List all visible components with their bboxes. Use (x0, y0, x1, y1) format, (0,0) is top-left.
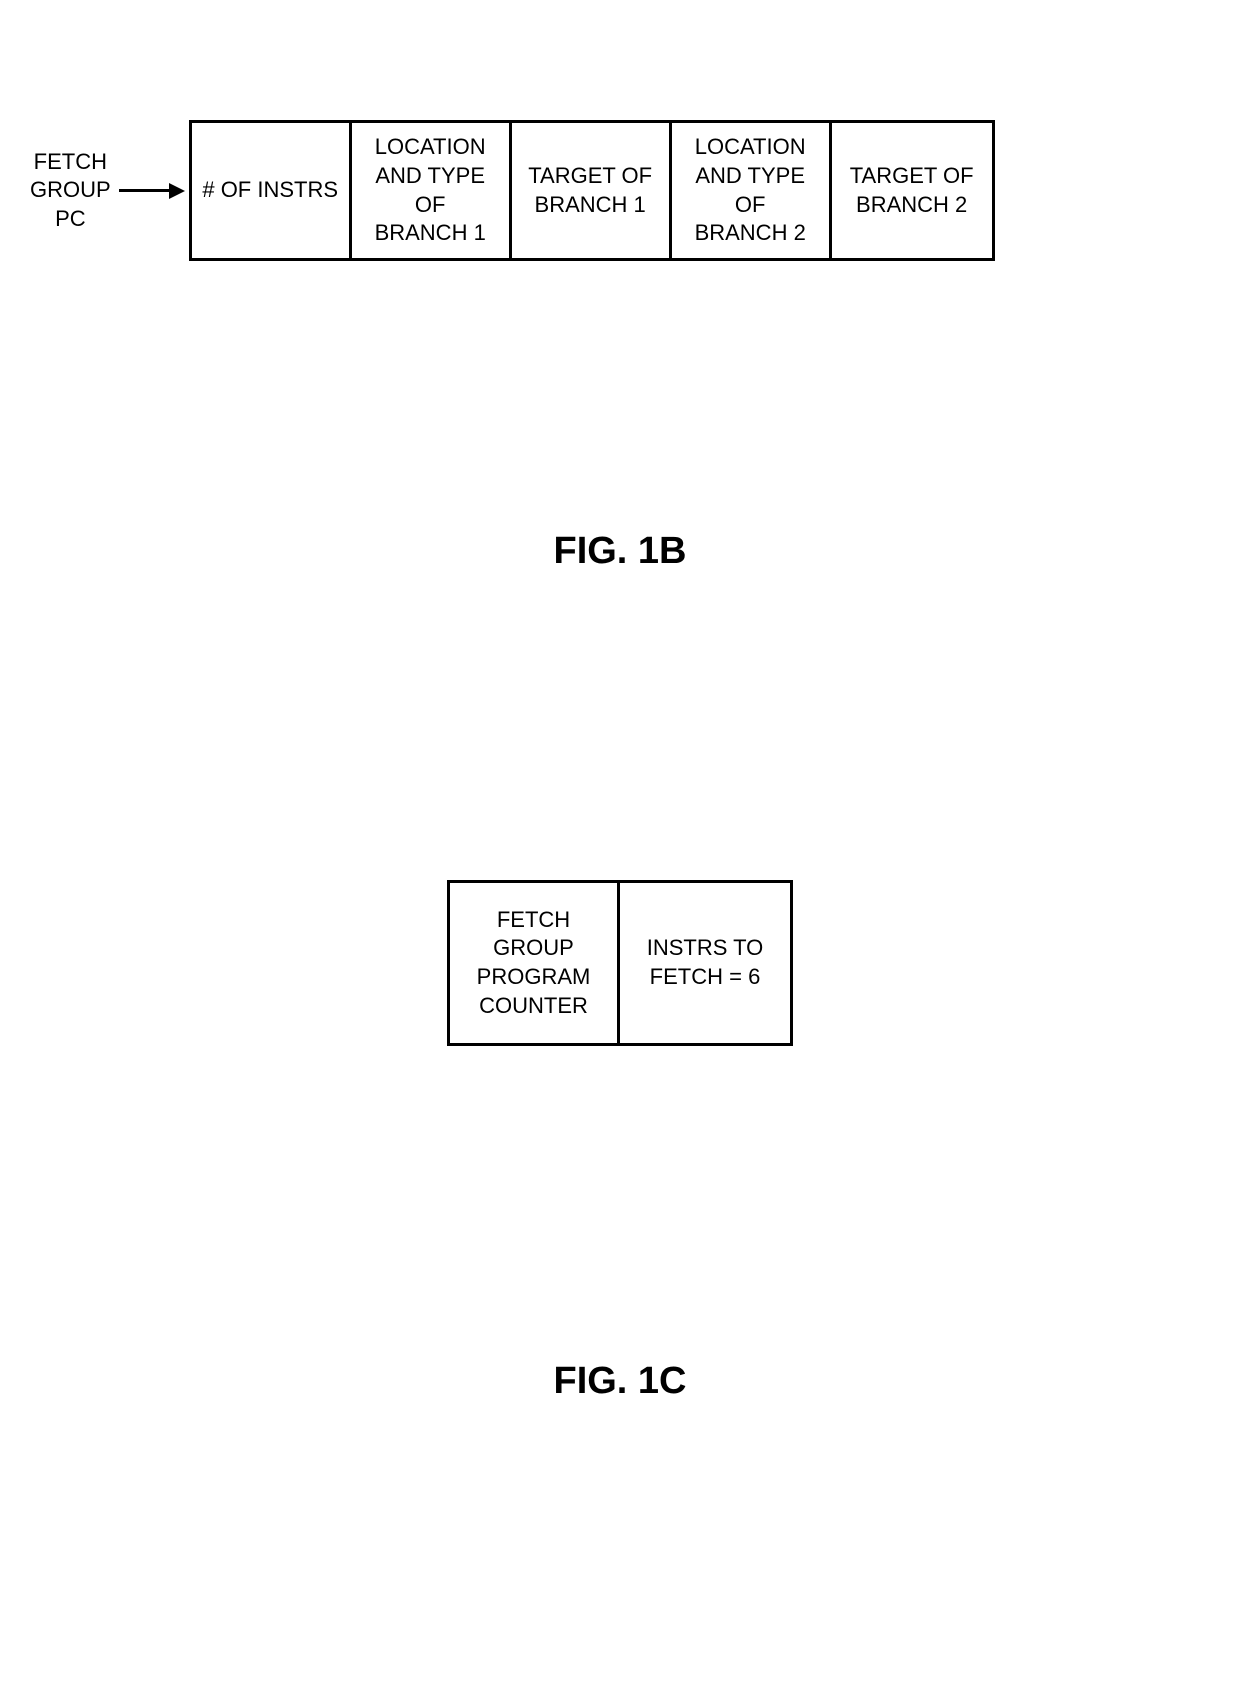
fig1b-title: FIG. 1B (0, 530, 1240, 573)
table-cell: LOCATIONAND TYPE OFBRANCH 1 (352, 123, 512, 258)
table-cell: TARGET OFBRANCH 1 (512, 123, 672, 258)
fig1c-title: FIG. 1C (0, 1360, 1240, 1403)
fig1c-table: FETCHGROUPPROGRAMCOUNTER INSTRS TOFETCH … (447, 880, 793, 1046)
arrow-icon (119, 183, 185, 199)
fig1c-diagram: FETCHGROUPPROGRAMCOUNTER INSTRS TOFETCH … (0, 880, 1240, 1046)
fig1b-diagram: FETCHGROUPPC # OF INSTRS LOCATIONAND TYP… (30, 120, 995, 261)
table-cell: # OF INSTRS (192, 123, 352, 258)
table-cell: TARGET OFBRANCH 2 (832, 123, 992, 258)
table-cell: LOCATIONAND TYPE OFBRANCH 2 (672, 123, 832, 258)
table-cell: FETCHGROUPPROGRAMCOUNTER (450, 883, 620, 1043)
table-cell: INSTRS TOFETCH = 6 (620, 883, 790, 1043)
fig1b-table: # OF INSTRS LOCATIONAND TYPE OFBRANCH 1 … (189, 120, 995, 261)
fetch-group-pc-label: FETCHGROUPPC (30, 148, 119, 234)
